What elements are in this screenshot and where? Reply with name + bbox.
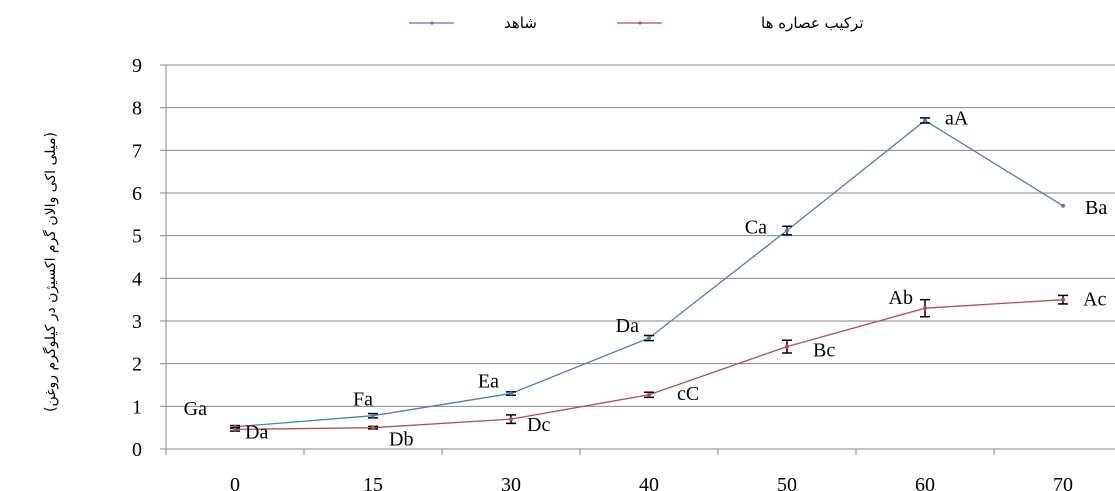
data-point-2-5 — [923, 306, 927, 311]
axes — [165, 65, 1115, 450]
y-axis-title: (میلی اکی والان گرم اکسیژن در کیلوگرم رو… — [42, 132, 59, 412]
x-tick-label-30: 30 — [501, 474, 521, 491]
y-tick-label-3: 3 — [132, 311, 142, 333]
x-tick-label-15: 15 — [363, 474, 383, 491]
series — [230, 117, 1068, 432]
gridlines — [160, 64, 1115, 455]
data-point-2-6 — [1061, 297, 1065, 302]
legend-label-series-2: ترکیب عصاره ها — [761, 14, 864, 32]
data-label-2-3: cC — [677, 383, 699, 405]
x-tick-labels: 0 15 30 40 50 60 70 — [230, 474, 1073, 491]
data-label-1-3: Da — [616, 315, 639, 337]
x-tick-label-0: 0 — [230, 474, 240, 491]
data-label-1-1: Fa — [353, 389, 373, 411]
data-point-1-5 — [923, 118, 927, 123]
data-point-1-6 — [1061, 203, 1065, 208]
data-label-2-4: Bc — [813, 340, 835, 362]
y-tick-label-8: 8 — [132, 98, 142, 120]
y-tick-label-9: 9 — [132, 55, 142, 77]
data-label-1-0: Ga — [184, 398, 207, 420]
y-tick-label-0: 0 — [132, 439, 142, 461]
data-point-2-2 — [509, 417, 513, 422]
x-tick-label-70: 70 — [1053, 474, 1073, 491]
data-label-1-2: Ea — [478, 371, 499, 393]
data-point-2-3 — [647, 392, 651, 397]
y-tick-label-6: 6 — [132, 183, 142, 205]
x-tick-label-40: 40 — [639, 474, 659, 491]
data-label-1-4: Ca — [745, 217, 767, 239]
series-line-1 — [234, 119, 1064, 428]
legend-label-series-1: شاهد — [504, 14, 537, 32]
data-point-2-1 — [371, 425, 375, 430]
data-point-1-2 — [509, 391, 513, 396]
data-point-1-4 — [785, 228, 789, 233]
y-tick-label-2: 2 — [132, 354, 142, 376]
x-tick-label-60: 60 — [915, 474, 935, 491]
y-tick-label-4: 4 — [132, 268, 142, 290]
data-label-2-5: Ab — [889, 287, 913, 309]
x-tick-label-50: 50 — [777, 474, 797, 491]
y-tick-labels: 0 1 2 3 4 5 6 7 8 9 — [132, 55, 142, 461]
data-point-2-0 — [233, 427, 237, 432]
data-label-2-1: Db — [389, 429, 413, 451]
data-label-2-0: Da — [245, 421, 268, 443]
legend-entry-series-1: شاهد — [409, 14, 537, 32]
data-label-2-6: Ac — [1083, 289, 1106, 311]
data-point-1-3 — [647, 336, 651, 341]
data-label-1-6: Ba — [1085, 197, 1107, 219]
data-label-2-2: Dc — [527, 414, 550, 436]
data-labels: Ga Fa Ea Da Ca aA Ba Da Db Dc cC Bc Ab Ac — [184, 107, 1108, 450]
data-label-1-5: aA — [945, 107, 969, 129]
legend: ترکیب عصاره ها شاهد — [409, 14, 864, 32]
y-tick-label-1: 1 — [132, 396, 142, 418]
legend-marker-series-1 — [430, 21, 434, 25]
y-tick-label-7: 7 — [132, 140, 142, 162]
legend-marker-series-2 — [638, 21, 642, 25]
data-point-2-4 — [785, 344, 789, 349]
legend-entry-series-2: ترکیب عصاره ها — [617, 14, 864, 32]
data-point-1-1 — [371, 413, 375, 418]
y-tick-label-5: 5 — [132, 226, 142, 248]
